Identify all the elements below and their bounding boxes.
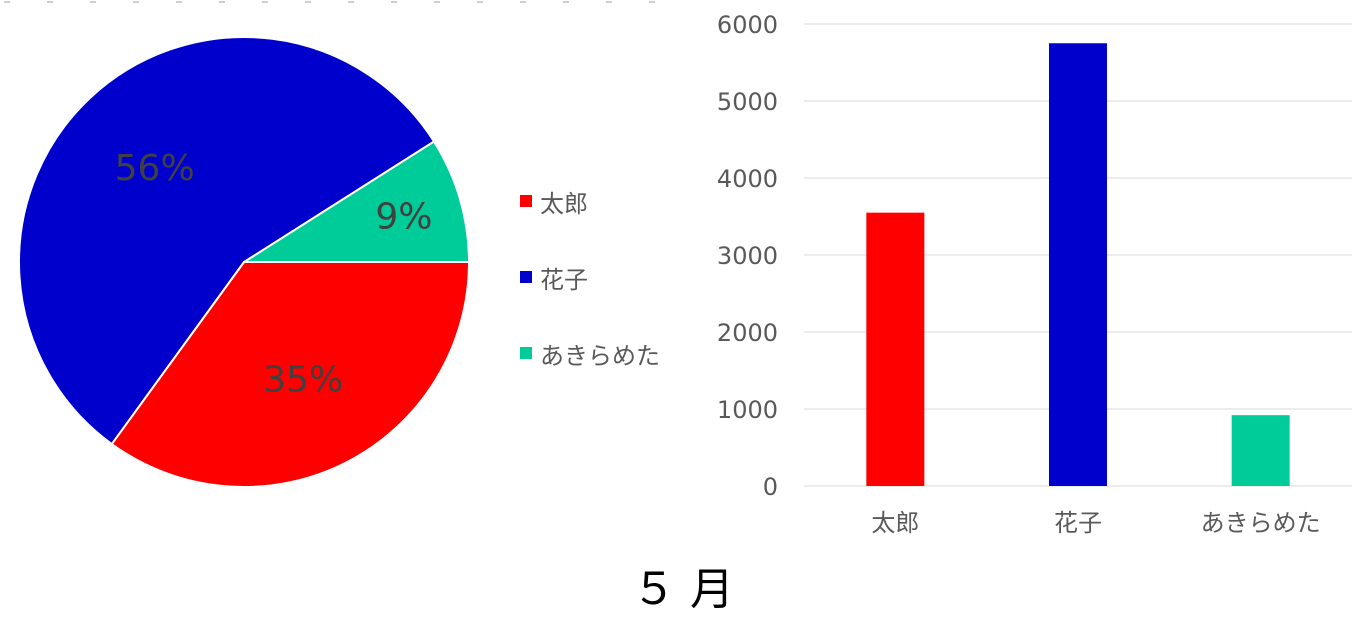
pie-chart: 9% 35% 56% (18, 36, 471, 488)
y-tick-label: 5000 (717, 88, 778, 116)
bar-chart: 0 1000 2000 3000 4000 5000 6000 太郎 花子 あきらめた (717, 11, 1352, 537)
bar-taro (866, 212, 925, 486)
legend-item-hanako: 花子 (520, 262, 588, 294)
bar-hanako (1049, 43, 1107, 486)
x-tick-label-akirameta: あきらめた (1201, 509, 1321, 537)
legend-swatch-akirameta (520, 347, 532, 359)
top-border-dots (4, 1, 655, 3)
y-tick-label: 3000 (717, 242, 778, 270)
y-tick-label: 6000 (717, 11, 778, 39)
legend-swatch-taro (520, 195, 532, 207)
legend-label-akirameta: あきらめた (540, 341, 660, 370)
y-tick-label: 2000 (717, 319, 778, 347)
x-tick-label-taro: 太郎 (871, 509, 919, 537)
x-tick-label-hanako: 花子 (1054, 509, 1102, 537)
legend-item-akirameta: あきらめた (520, 338, 660, 370)
pie-label-taro: 35% (263, 359, 343, 400)
legend-item-taro: 太郎 (520, 186, 588, 218)
pie-label-hanako: 56% (115, 148, 195, 189)
y-tick-label: 1000 (717, 396, 778, 424)
pie-slice-hanako (18, 36, 436, 446)
bar-akirameta (1231, 415, 1290, 486)
legend-label-taro: 太郎 (540, 189, 588, 218)
legend-swatch-hanako (520, 271, 532, 283)
pie-slice-akirameta (240, 140, 471, 263)
y-tick-label: 0 (763, 473, 778, 501)
pie-label-akirameta: 9% (375, 197, 432, 238)
y-tick-label: 4000 (717, 165, 778, 193)
footer-title: ５ 月 (632, 564, 734, 615)
legend-label-hanako: 花子 (540, 265, 588, 294)
pie-slice-taro (110, 261, 471, 488)
